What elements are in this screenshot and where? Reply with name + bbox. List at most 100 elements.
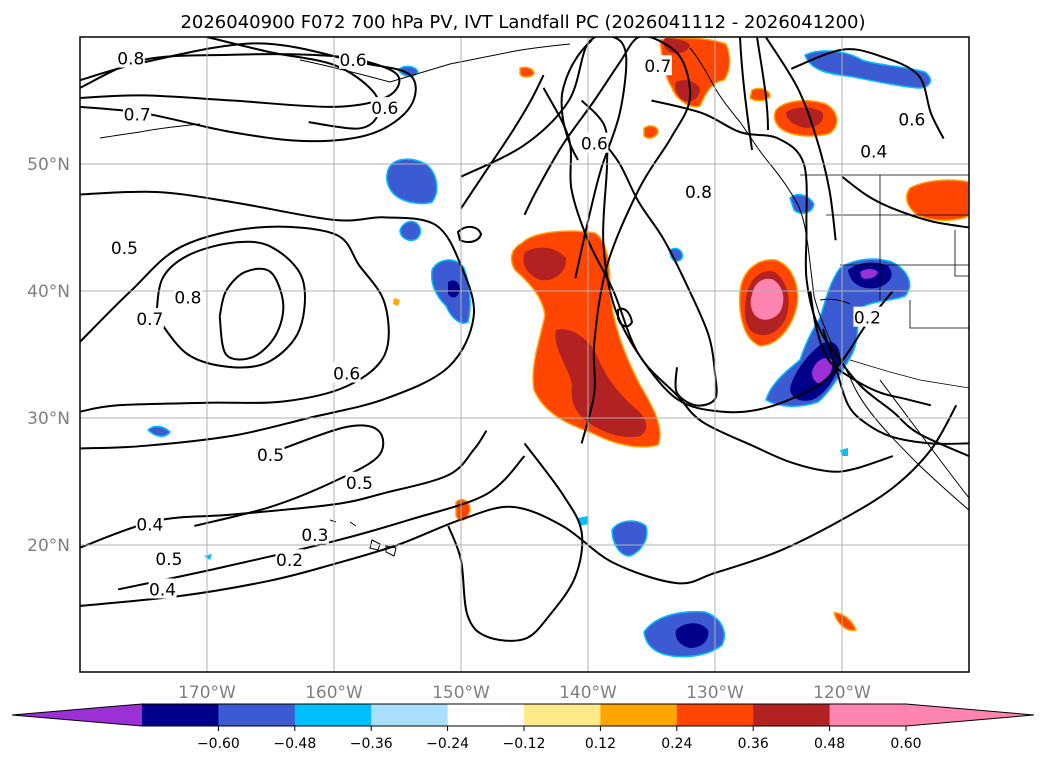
- contour-label: 0.5: [346, 474, 373, 494]
- contour-label: 0.5: [155, 550, 182, 570]
- figure-title: 2026040900 F072 700 hPa PV, IVT Landfall…: [180, 12, 865, 33]
- pv-contour-line: [460, 74, 545, 210]
- pv-contour-line: [460, 37, 628, 279]
- pv-anomaly-negative: [204, 554, 212, 560]
- pv-contour-line: [739, 37, 753, 151]
- pv-anomaly-negative-peak: [860, 269, 878, 279]
- contour-label: 0.7: [124, 105, 151, 125]
- pv-contour-line: [80, 53, 401, 108]
- pv-contour-line: [764, 37, 837, 241]
- contour-label: 0.2: [854, 309, 881, 329]
- contour-label: 0.2: [276, 551, 303, 571]
- longitude-tick-label: 170°W: [178, 683, 236, 703]
- coastline: [99, 123, 201, 139]
- contour-label-bg: [135, 513, 164, 534]
- border-line: [954, 230, 969, 277]
- pv-anomaly-negative: [386, 158, 438, 205]
- pv-contour-line: [790, 48, 945, 140]
- colorbar-tick-label: 0.48: [814, 736, 845, 752]
- contour-label-bg: [275, 549, 304, 570]
- longitude-tick-label: 160°W: [305, 683, 363, 703]
- contour-label-bg: [684, 180, 713, 201]
- border-line: [909, 300, 969, 329]
- pv-contour-line: [523, 37, 692, 444]
- latitude-axis: 50°N 40°N 30°N 20°N: [27, 155, 70, 556]
- colorbar-segment: [371, 704, 449, 726]
- contour-label-bg: [123, 103, 152, 124]
- contour-label: 0.6: [898, 111, 925, 131]
- contour-label: 0.3: [301, 526, 328, 546]
- contour-label: 0.8: [685, 183, 712, 203]
- pv-contour-line: [447, 442, 584, 642]
- contour-label-bg: [339, 48, 368, 69]
- contour-label-bg: [580, 132, 609, 153]
- colorbar-tick-label: 0.12: [585, 736, 616, 752]
- longitude-axis: 170°W 160°W 150°W 140°W 130°W 120°W: [178, 683, 871, 703]
- colorbar-tick-label: −0.60: [197, 736, 240, 752]
- pv-anomaly-core: [663, 38, 690, 54]
- longitude-tick-label: 130°W: [686, 683, 744, 703]
- pv-anomaly-negative-core: [448, 280, 460, 298]
- colorbar-tick-label: 0.60: [890, 736, 921, 752]
- colorbar-segment: [218, 704, 296, 726]
- coastline: [689, 47, 969, 511]
- pv-anomaly-fill: [643, 125, 659, 139]
- pv-contour-line: [456, 226, 483, 243]
- pv-anomaly-fill: [749, 87, 771, 102]
- contour-label: 0.7: [644, 57, 671, 77]
- contour-label: 0.4: [860, 142, 887, 162]
- pv-anomaly-negative: [146, 425, 171, 437]
- pv-anomaly-peak: [750, 278, 784, 320]
- contour-label-group: 0.8 0.7 0.6 0.6 0.5 0.7 0.8 0.6 0.5 0.5 0.4 0.5 0.4 0…: [110, 47, 926, 600]
- pv-contour-line: [155, 240, 306, 369]
- coastlines: [99, 43, 969, 557]
- pv-anomaly-negative: [789, 193, 815, 215]
- pv-anomaly-negative-core: [675, 623, 709, 648]
- contour-label: 0.8: [117, 50, 144, 70]
- contour-label-bg: [332, 362, 361, 383]
- longitude-tick-label: 150°W: [432, 683, 490, 703]
- contour-label-bg: [300, 523, 329, 544]
- contour-label-bg: [643, 55, 672, 76]
- colorbar-segment: [447, 704, 525, 726]
- pv-anomaly-fill: [393, 298, 400, 306]
- pv-contour-line: [117, 455, 526, 591]
- contour-label-bg: [116, 47, 145, 68]
- contour-label-bg: [256, 443, 285, 464]
- coastline: [819, 298, 851, 305]
- latitude-tick-label: 20°N: [27, 536, 70, 556]
- map-panel: 0.8 0.7 0.6 0.6 0.5 0.7 0.8 0.6 0.5 0.5 0.4 0.5 0.4 0…: [79, 36, 970, 673]
- pv-contour-line: [194, 424, 385, 527]
- contour-label: 0.4: [136, 516, 163, 536]
- colorbar-tick-label: 0.36: [738, 736, 769, 752]
- pv-positive-fills: [393, 37, 969, 632]
- pv-anomaly-negative: [578, 516, 588, 526]
- coastline: [329, 519, 357, 527]
- contour-label: 0.5: [111, 239, 138, 259]
- pv-contour-line: [80, 190, 476, 450]
- pv-anomaly-fill: [519, 66, 535, 78]
- colorbar-tick-label: −0.24: [426, 736, 469, 752]
- colorbar-segment: [294, 704, 372, 726]
- contour-label-bg: [173, 286, 202, 307]
- pv-contour-line: [542, 87, 894, 473]
- colorbar-segment: [676, 704, 754, 726]
- contour-label-bg: [148, 578, 177, 599]
- pv-contour-line: [841, 175, 969, 229]
- contour-label-bg: [154, 547, 183, 568]
- colorbar-segment: [753, 704, 831, 726]
- pv-anomaly-negative: [397, 65, 419, 77]
- pv-contour-line: [651, 99, 969, 458]
- contour-label: 0.7: [136, 310, 163, 330]
- contour-label: 0.5: [257, 446, 284, 466]
- pv-anomaly-negative: [804, 50, 932, 89]
- colorbar-tick-label: 0.24: [661, 736, 692, 752]
- colorbar-extend-max: [906, 704, 1034, 726]
- colorbar-tick-label: −0.36: [350, 736, 393, 752]
- contour-label: 0.6: [333, 365, 360, 385]
- contour-label-bg: [897, 108, 926, 129]
- contour-label-bg: [135, 307, 164, 328]
- pv-contour-line: [218, 267, 285, 361]
- contour-label: 0.6: [340, 51, 367, 71]
